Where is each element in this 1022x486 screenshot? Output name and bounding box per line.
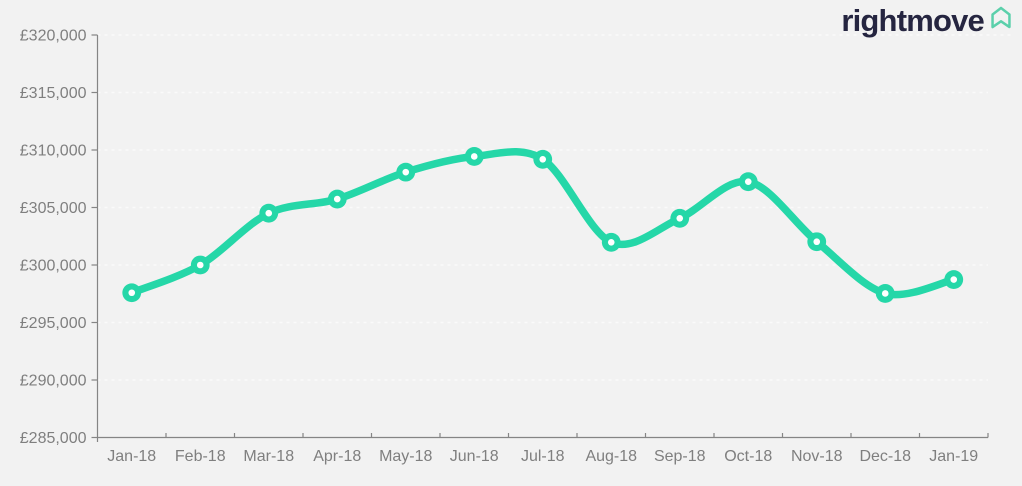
y-axis-label: £315,000 [20, 85, 87, 102]
data-point-center [950, 276, 958, 283]
x-axis-label: Aug-18 [585, 448, 637, 465]
data-point-center [539, 156, 547, 163]
y-axis-label: £290,000 [20, 373, 87, 390]
x-axis-label: Mar-18 [243, 448, 294, 465]
x-axis-label: Apr-18 [313, 448, 361, 465]
x-axis-label: Feb-18 [175, 448, 226, 465]
data-point-center [196, 261, 204, 269]
y-axis-label: £305,000 [20, 200, 87, 217]
x-axis-label: Jul-18 [521, 448, 565, 465]
y-axis-label: £310,000 [20, 143, 87, 160]
x-axis-label: Dec-18 [859, 448, 911, 465]
data-point-center [470, 153, 478, 160]
x-axis-label: Sep-18 [654, 448, 706, 465]
axes [91, 34, 989, 442]
house-icon [991, 6, 1011, 29]
y-axis-label: £300,000 [20, 258, 87, 275]
data-point-center [607, 239, 615, 246]
data-point-center [265, 209, 273, 217]
data-point-center [128, 289, 136, 297]
gridlines [97, 34, 1012, 381]
data-point-center [813, 238, 821, 246]
x-axis-labels: Jan-18 Feb-18 Mar-18 Apr-18 May-18 Jun-18 Jul-… [107, 448, 978, 465]
x-axis-label: Nov-18 [791, 448, 843, 465]
data-point-center [333, 195, 341, 203]
y-axis-labels: £285,000 £290,000 £295,000 £300,000 £305,000… [20, 28, 87, 448]
data-point-center [744, 178, 752, 185]
data-point-center [881, 290, 889, 297]
x-axis-label: Jan-19 [929, 448, 978, 465]
data-points [122, 147, 964, 303]
y-axis-label: £320,000 [20, 28, 87, 45]
y-axis-label: £295,000 [20, 315, 87, 332]
x-axis-label: Jan-18 [107, 448, 156, 465]
x-axis-label: Jun-18 [450, 448, 499, 465]
data-point-center [676, 214, 684, 222]
x-axis-label: Oct-18 [724, 448, 772, 465]
rightmove-logo: rightmove [841, 4, 1014, 38]
y-axis-label: £285,000 [20, 430, 87, 447]
rightmove-logo-text: rightmove [841, 3, 984, 38]
x-axis-label: May-18 [379, 448, 432, 465]
price-line [128, 148, 958, 299]
data-point-center [402, 168, 410, 176]
